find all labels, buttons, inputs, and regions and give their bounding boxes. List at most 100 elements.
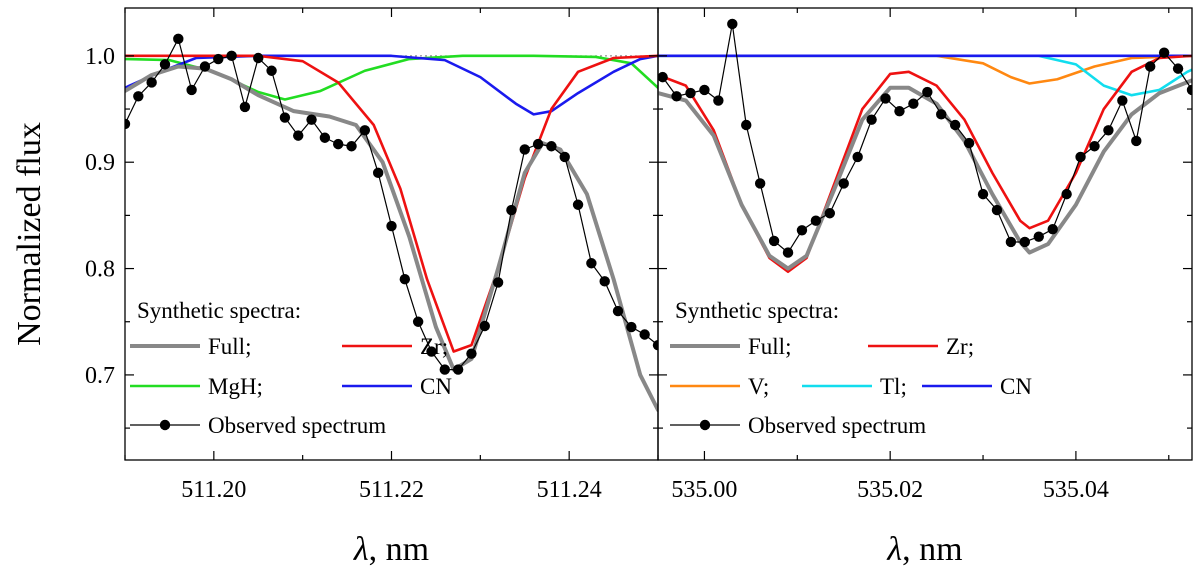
observed-point-35: [586, 258, 597, 269]
observed-point-7: [213, 53, 224, 65]
observed-point-9: [782, 247, 794, 258]
observed-point-36: [599, 276, 610, 287]
observed-point-25: [452, 364, 464, 375]
panel-right: 535.00 535.02 535.04 λ, nm Synthetic spectra…: [657, 7, 1193, 568]
plot-frame: [124, 7, 659, 461]
legend-label-v: V;: [748, 374, 769, 399]
observed-point-28: [492, 277, 504, 288]
observed-point-12: [279, 112, 291, 123]
observed-point-23: [426, 346, 437, 357]
x-tick-label: 511.24: [537, 477, 602, 503]
observed-point-14: [306, 114, 317, 125]
legend-label-observed: Observed spectrum: [748, 413, 926, 438]
observed-point-31: [1089, 141, 1100, 152]
observed-point-26: [1019, 236, 1031, 248]
x-tick-label: 511.22: [359, 477, 424, 503]
observed-point-21: [949, 119, 961, 131]
observed-point-30: [519, 144, 530, 155]
observed-point-34: [572, 199, 584, 210]
observed-point-24: [991, 204, 1003, 216]
observed-point-36: [1158, 47, 1170, 58]
observed-point-28: [1047, 224, 1058, 235]
observed-point-4: [173, 33, 184, 45]
observed-point-34: [1131, 135, 1142, 147]
observed-point-41: [666, 351, 676, 361]
observed-point-5: [727, 18, 738, 30]
series-group: [658, 18, 1192, 274]
observed-point-26: [466, 348, 477, 359]
x-tick-label: 535.02: [857, 477, 923, 503]
observed-point-13: [838, 178, 849, 189]
observed-point-19: [372, 167, 384, 179]
series-full-line: [125, 64, 658, 413]
observed-point-18: [359, 125, 371, 136]
legend-title: Synthetic spectra:: [137, 298, 301, 323]
observed-point-0: [125, 118, 131, 130]
observed-point-20: [936, 109, 947, 120]
legend-label-cn: CN: [420, 374, 452, 399]
x-tick-label: 535.04: [1043, 477, 1109, 503]
observed-point-7: [754, 178, 766, 189]
observed-point-11: [810, 215, 822, 226]
observed-point-1: [133, 91, 144, 102]
observed-point-9: [239, 101, 251, 113]
observed-point-2: [685, 87, 696, 99]
observed-point-16: [880, 93, 891, 104]
observed-point-12: [824, 208, 836, 219]
observed-point-38: [1186, 84, 1192, 96]
legend-label-zr: Zr;: [420, 334, 448, 359]
legend-label-mgh: MgH;: [208, 374, 263, 399]
observed-point-16: [333, 138, 344, 150]
observed-point-32: [546, 141, 557, 152]
series-zr-line: [125, 54, 658, 353]
observed-point-4: [713, 95, 724, 106]
legend-marker-observed: [699, 419, 711, 431]
observed-point-33: [1117, 95, 1128, 106]
series-group: [125, 33, 676, 413]
observed-point-38: [626, 321, 637, 333]
y-tick-label: 0.8: [85, 257, 115, 283]
observed-point-2: [146, 77, 157, 88]
observed-point-29: [1061, 188, 1072, 200]
observed-point-10: [253, 52, 264, 64]
legend-label-full: Full;: [748, 334, 791, 359]
legend: Synthetic spectra: Full; Zr; MgH; CN Observed…: [130, 298, 452, 438]
y-tick-label: 0.9: [85, 150, 115, 176]
series-cn-line: [125, 54, 658, 116]
observed-point-20: [386, 220, 397, 232]
observed-point-32: [1103, 125, 1114, 136]
observed-point-15: [319, 132, 331, 143]
x-tick-label: 511.20: [181, 477, 246, 503]
observed-point-11: [266, 65, 277, 76]
observed-point-21: [399, 274, 411, 285]
observed-point-8: [226, 50, 237, 62]
observed-point-5: [186, 84, 197, 96]
legend: Synthetic spectra: Full; Zr; V; Tl; CN Observe…: [670, 298, 1032, 438]
observed-point-27: [479, 320, 490, 332]
legend-label-zr: Zr;: [946, 334, 974, 359]
observed-point-6: [199, 61, 211, 72]
observed-point-10: [796, 225, 808, 236]
observed-point-30: [1075, 151, 1086, 163]
observed-point-25: [1005, 236, 1017, 248]
observed-point-23: [977, 188, 989, 200]
observed-point-31: [532, 138, 544, 150]
legend-marker-observed: [159, 419, 171, 431]
series-full-line: [658, 78, 1192, 271]
legend-label-cn: CN: [1000, 374, 1032, 399]
x-axis-title: λ, nm: [353, 531, 429, 568]
panel-left: 511.20 511.22 511.24 λ, nm Synthetic spectra…: [124, 7, 676, 568]
observed-point-1: [671, 91, 682, 102]
observed-point-29: [506, 204, 517, 216]
y-tick-label: 1.0: [85, 44, 115, 70]
observed-point-17: [346, 141, 357, 152]
y-axis-title: Normalized flux: [11, 122, 48, 346]
observed-point-27: [1033, 231, 1044, 242]
observed-point-8: [768, 235, 780, 247]
y-tick-label: 0.7: [85, 363, 115, 389]
plot-frame: [657, 7, 1193, 461]
observed-point-3: [699, 84, 710, 96]
observed-point-33: [559, 151, 570, 163]
observed-point-22: [412, 316, 424, 327]
